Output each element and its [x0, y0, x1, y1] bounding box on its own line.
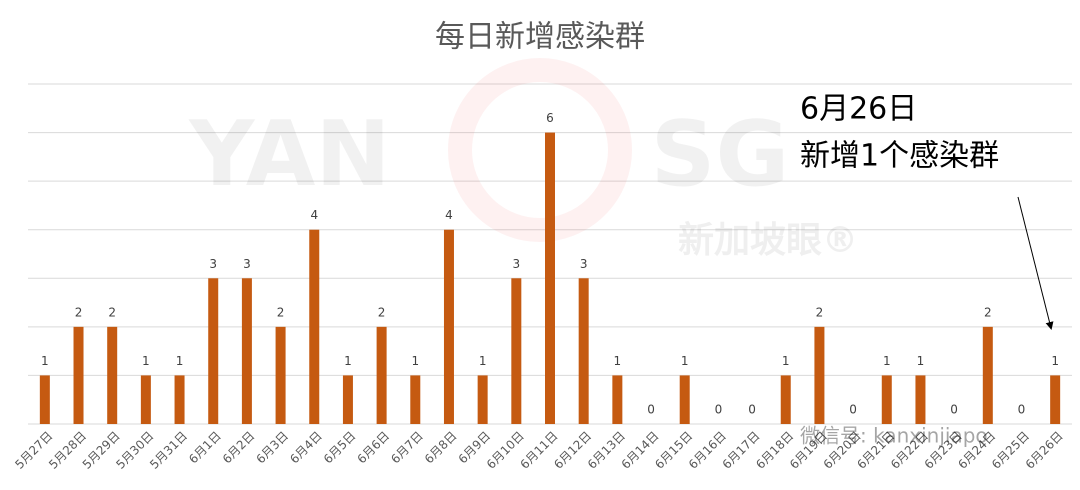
data-label: 2 [108, 305, 116, 319]
data-label: 3 [513, 257, 521, 271]
bar [881, 375, 892, 424]
data-label: 3 [243, 257, 251, 271]
bar [982, 326, 993, 424]
data-label: 1 [344, 354, 352, 368]
data-label: 6 [546, 111, 554, 125]
data-label: 0 [849, 403, 857, 417]
data-label: 1 [681, 354, 689, 368]
x-tick-label: 6月4日 [287, 429, 325, 467]
chart-title: 每日新增感染群 [435, 20, 645, 55]
bar [780, 375, 791, 424]
bar [410, 375, 421, 424]
bar [208, 278, 219, 424]
data-label: 0 [647, 403, 655, 417]
bar [545, 132, 555, 425]
x-tick-label: 5月31日 [147, 429, 190, 472]
data-label: 1 [176, 354, 184, 368]
data-label: 1 [142, 354, 150, 368]
x-tick-label: 6月3日 [254, 429, 292, 467]
x-tick-label: 6月1日 [186, 429, 224, 467]
data-label: 1 [1051, 354, 1059, 368]
bar [915, 375, 926, 424]
data-label: 1 [917, 354, 925, 368]
annotation: 6月26日 [800, 92, 917, 127]
x-tick-label: 6月26日 [1023, 429, 1066, 472]
data-label: 4 [310, 208, 318, 222]
data-label: 1 [614, 354, 622, 368]
bar [612, 375, 623, 424]
bar [309, 229, 320, 424]
data-label: 1 [782, 354, 790, 368]
data-label: 2 [75, 305, 83, 319]
data-label: 2 [277, 305, 285, 319]
bar [511, 278, 522, 424]
data-label: 1 [41, 354, 49, 368]
data-label: 0 [748, 403, 756, 417]
data-label: 3 [209, 257, 217, 271]
bar [1050, 375, 1061, 424]
annotation-arrow [1017, 196, 1054, 330]
bar [578, 278, 589, 424]
data-label: 1 [883, 354, 891, 368]
data-label: 2 [816, 305, 824, 319]
data-label: 0 [950, 403, 958, 417]
bar [814, 326, 825, 424]
bar [275, 326, 286, 424]
data-label: 1 [411, 354, 419, 368]
data-label: 0 [715, 403, 723, 417]
bar [107, 326, 118, 424]
x-tick-label: 6月5日 [321, 429, 359, 467]
data-label: 3 [580, 257, 588, 271]
bar [443, 229, 454, 424]
bar [679, 375, 690, 424]
bar [73, 326, 84, 424]
bar [140, 375, 151, 424]
bar [241, 278, 252, 424]
bar [376, 326, 387, 424]
x-tick-label: 6月8日 [422, 429, 460, 467]
watermark: 微信号: kanxinjiapo [800, 424, 988, 448]
x-tick-label: 6月6日 [355, 429, 393, 467]
watermark: YAN [188, 102, 391, 207]
bar [174, 375, 185, 424]
bar [477, 375, 488, 424]
watermark: 新加坡眼® [678, 220, 858, 261]
data-label: 4 [445, 208, 453, 222]
data-label: 2 [378, 305, 386, 319]
x-tick-label: 6月2日 [220, 429, 258, 467]
bar [39, 375, 50, 424]
bar [342, 375, 353, 424]
annotation: 新增1个感染群 [800, 139, 999, 174]
x-tick-label: 6月7日 [388, 429, 426, 467]
watermark: SG [651, 102, 790, 207]
data-label: 0 [1018, 403, 1026, 417]
data-label: 2 [984, 305, 992, 319]
data-label: 1 [479, 354, 487, 368]
watermark-logo [448, 58, 632, 242]
